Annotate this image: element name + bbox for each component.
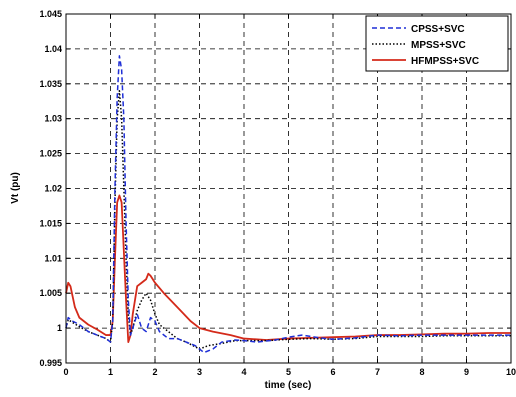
x-tick-label: 0	[63, 367, 68, 377]
y-tick-label: 1.04	[44, 44, 62, 54]
series-lines	[65, 55, 511, 354]
y-tick-label: 0.995	[39, 358, 62, 368]
y-tick-label: 1.02	[44, 184, 62, 194]
y-tick-label: 1.03	[44, 114, 62, 124]
y-tick-label: 1.045	[39, 9, 62, 19]
y-axis-label: Vt (pu)	[10, 172, 21, 204]
y-tick-label: 1.035	[39, 79, 62, 89]
series-line-hfmpss-svc	[65, 194, 511, 343]
y-tick-label: 1	[57, 323, 62, 333]
series-line-cpss-svc	[65, 55, 511, 354]
x-axis-label: time (sec)	[265, 380, 312, 391]
x-tick-label: 1	[108, 367, 113, 377]
x-tick-label: 6	[330, 367, 335, 377]
x-tick-label: 2	[152, 367, 157, 377]
legend-label-mpss: MPSS+SVC	[411, 40, 466, 51]
x-tick-label: 10	[506, 367, 516, 377]
series-line-mpss-svc	[65, 90, 511, 350]
legend: CPSS+SVC MPSS+SVC HFMPSS+SVC	[365, 15, 509, 72]
y-tick-label: 1.015	[39, 218, 62, 228]
x-tick-label: 4	[241, 367, 246, 377]
axis-ticks: 0 1 2 3 4 5 6 7 8 9 10 0.995 1 1.005 1.01 1.015 1.02 1.02…	[39, 9, 516, 377]
x-tick-label: 5	[286, 367, 291, 377]
legend-label-hfmpss: HFMPSS+SVC	[411, 56, 479, 67]
x-tick-label: 8	[419, 367, 424, 377]
y-tick-label: 1.01	[44, 253, 62, 263]
y-tick-label: 1.025	[39, 149, 62, 159]
legend-label-cpss: CPSS+SVC	[411, 24, 465, 35]
x-tick-label: 3	[197, 367, 202, 377]
x-tick-label: 7	[375, 367, 380, 377]
y-tick-label: 1.005	[39, 288, 62, 298]
grid	[66, 14, 511, 363]
x-tick-label: 9	[464, 367, 469, 377]
